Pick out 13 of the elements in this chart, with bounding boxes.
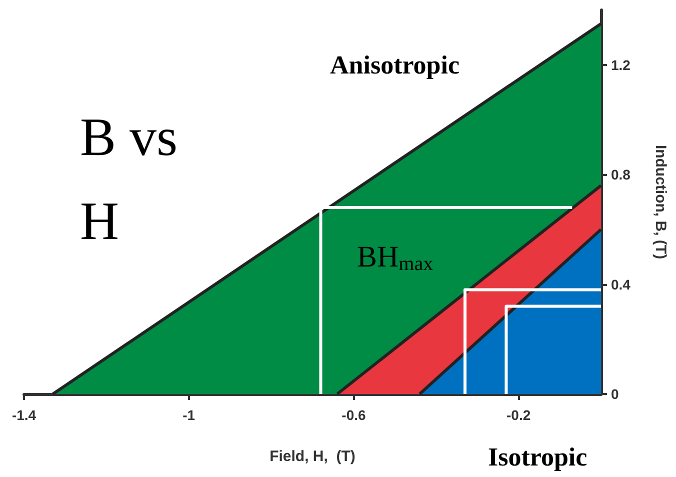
x-tick-label: -1 bbox=[182, 407, 196, 423]
y-tick-label: 0 bbox=[611, 386, 619, 402]
y-axis-title: Induction, B, (T) bbox=[652, 144, 669, 260]
y-tick-label: 0.4 bbox=[611, 276, 631, 292]
x-axis-title: Field, H, (T) bbox=[270, 448, 356, 465]
annotation: Anisotropic bbox=[330, 50, 460, 80]
x-tick-label: -0.2 bbox=[506, 407, 531, 423]
text: B vs H bbox=[80, 107, 192, 251]
y-tick-label: 0.8 bbox=[611, 166, 631, 183]
x-tick-label: -0.6 bbox=[342, 407, 366, 423]
text: Isotropic bbox=[488, 442, 588, 472]
y-tick-label: 1.2 bbox=[611, 56, 631, 73]
x-tick-label: -1.4 bbox=[12, 407, 36, 423]
